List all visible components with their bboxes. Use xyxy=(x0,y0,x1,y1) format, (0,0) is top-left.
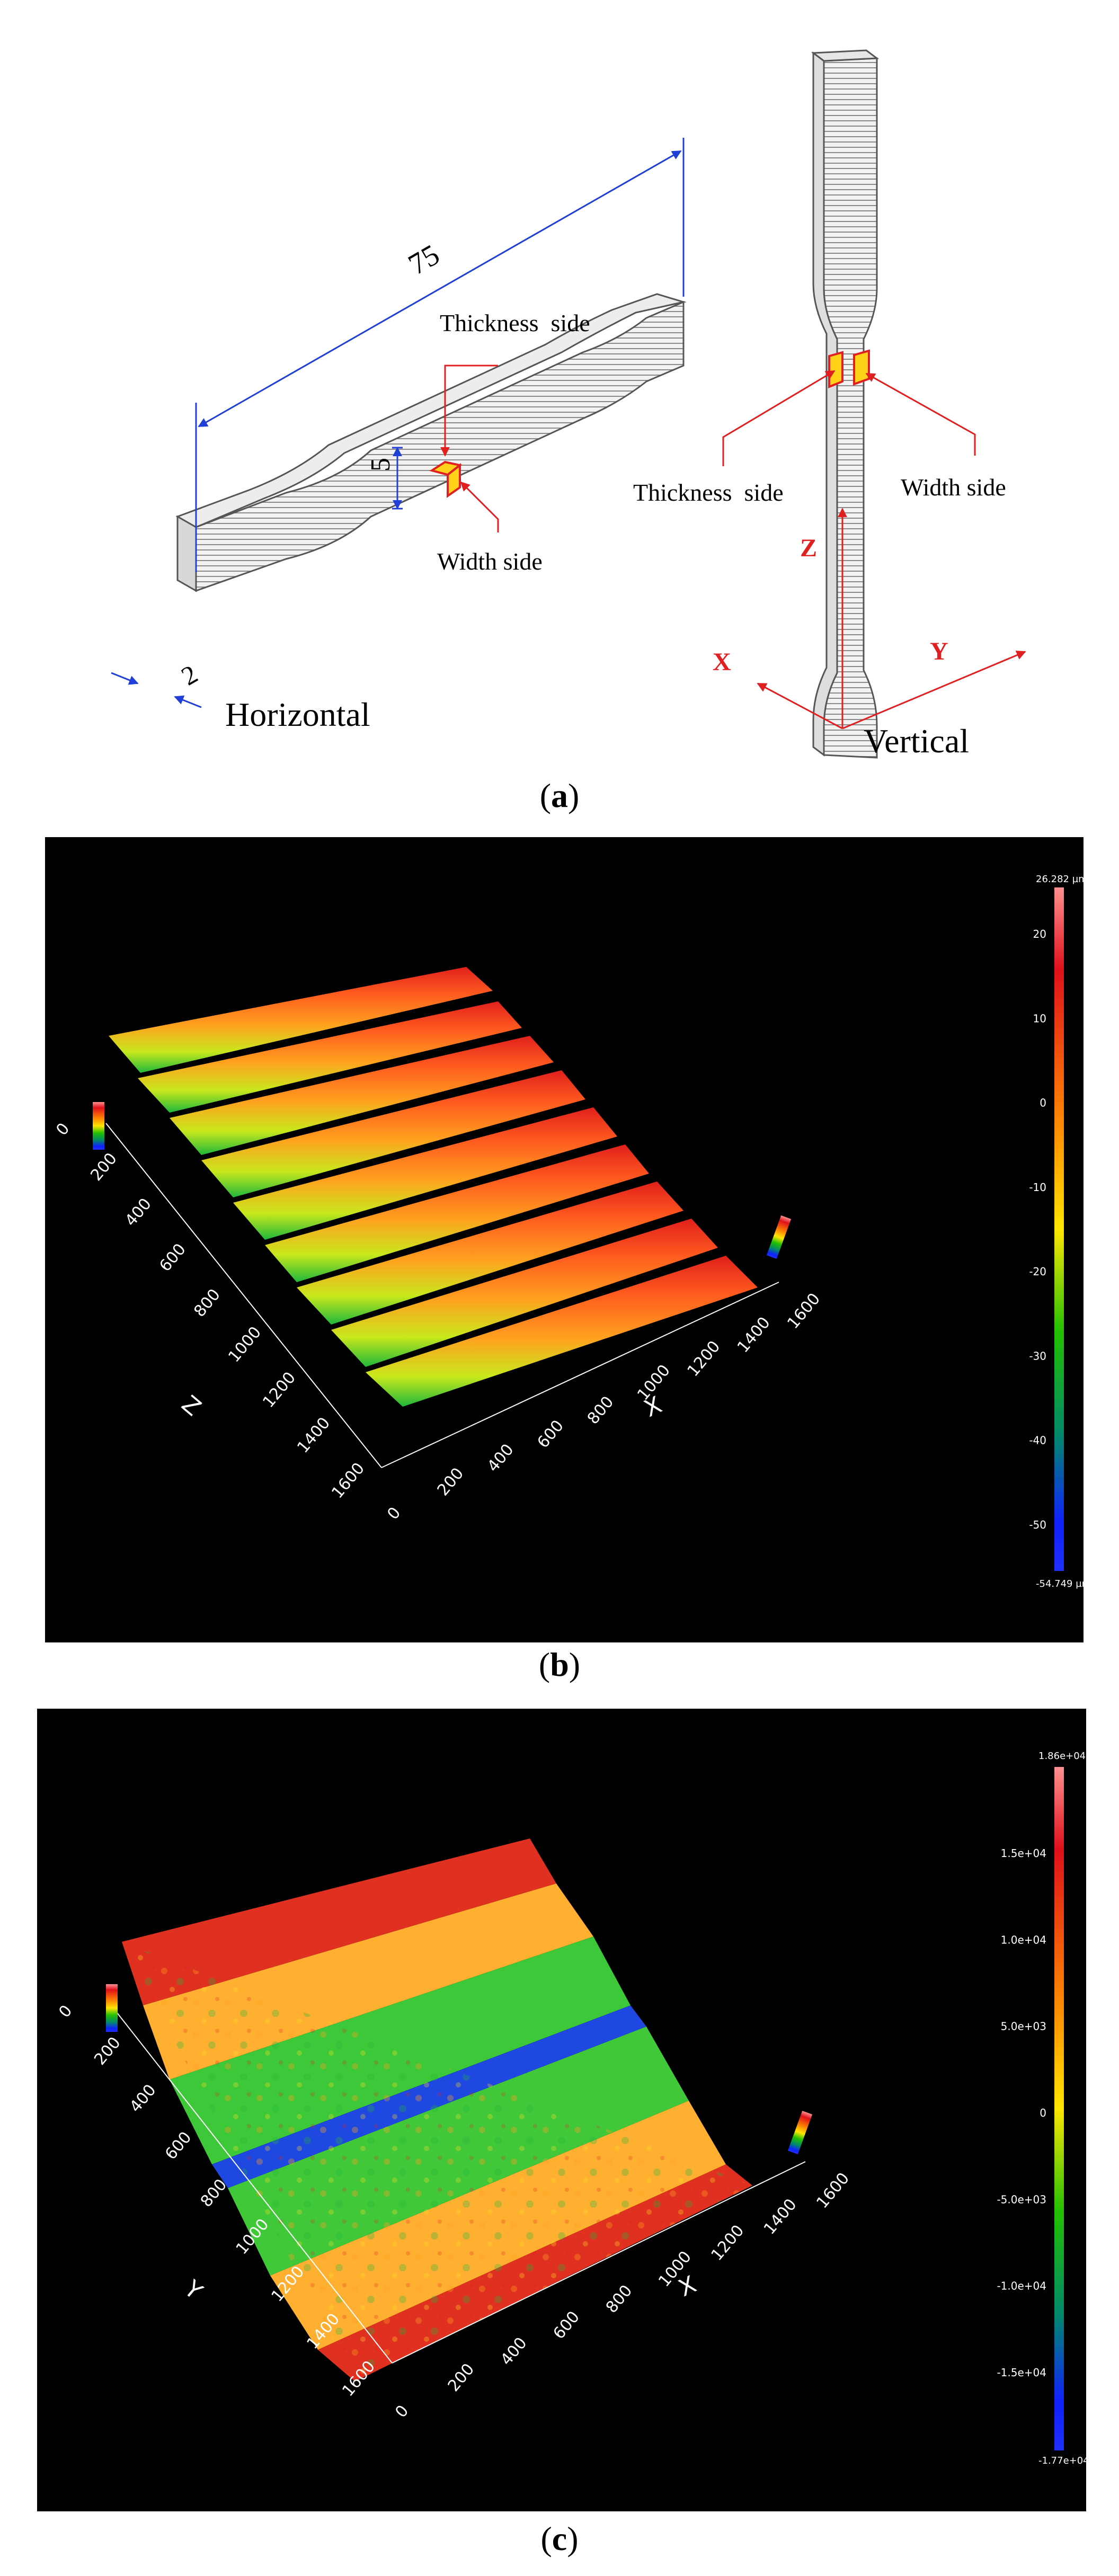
plot-c-scale-tick: 5.0e+03 xyxy=(1001,2020,1046,2033)
plot-b-scale-tick: -10 xyxy=(1029,1181,1046,1194)
plot-c-axes xyxy=(111,2005,806,2364)
plot-b-scale-tick: -50 xyxy=(1029,1518,1046,1531)
plot-c-scale-tick: -5.0e+03 xyxy=(997,2193,1046,2206)
plot-b-scale-tick: 20 xyxy=(1033,928,1046,940)
plot-c-scale-tick: 1.0e+04 xyxy=(1001,1933,1046,1946)
dim-height-label: 5 xyxy=(366,458,396,472)
axis-label-y: Y xyxy=(930,637,948,665)
figure-a-diagram: 75 5 2 Thickness side Width side Horizon… xyxy=(111,49,1026,760)
plot-b-ridges xyxy=(109,967,758,1407)
vertical-annotations xyxy=(722,370,1026,730)
plot-c-scale-ticks: 1.5e+04 1.0e+04 5.0e+03 0 -5.0e+03 -1.0e+04 -1… xyxy=(997,1847,1046,2379)
plot-c-scale-tick: 0 xyxy=(1040,2107,1046,2119)
plot-b-mini-bar-right xyxy=(766,1215,792,1259)
plot-c-scale-tick: 1.5e+04 xyxy=(1001,1847,1046,1860)
plot-b-scale-min: -54.749 µm xyxy=(1036,1578,1091,1589)
axis-label-z: Z xyxy=(800,534,817,562)
plot-c-mini-bar-right xyxy=(787,2110,813,2155)
plot-c-scale-max: 1.86e+04nm xyxy=(1038,1751,1101,1762)
plot-b-scale-ticks: 20 10 0 -10 -20 -30 -40 -50 xyxy=(1029,928,1046,1531)
dim-length-label: 75 xyxy=(403,238,445,282)
plot-b-mini-bar-left xyxy=(93,1102,104,1150)
label-width-side-v: Width side xyxy=(901,474,1006,501)
dim-thickness-label: 2 xyxy=(176,659,203,691)
plot-b-scale-tick: -30 xyxy=(1029,1349,1046,1362)
plot-b-scale-tick: -20 xyxy=(1029,1265,1046,1278)
caption-a-letter: a xyxy=(551,777,568,814)
label-thickness-side-v: Thickness side xyxy=(633,479,784,506)
plot-b-scale-tick: 10 xyxy=(1033,1012,1046,1025)
plot-c-mini-bar-left xyxy=(106,1984,118,2032)
plot-b-scale-tick: -40 xyxy=(1029,1434,1046,1447)
axis-label-x: X xyxy=(713,648,731,676)
label-horizontal: Horizontal xyxy=(225,696,370,733)
caption-c: (c) xyxy=(540,2520,579,2557)
plot-c-scale-tick: -1.5e+04 xyxy=(997,2366,1046,2379)
plot-c-color-scale xyxy=(1054,1767,1064,2450)
caption-c-letter: c xyxy=(552,2520,567,2557)
label-width-side-h: Width side xyxy=(437,548,543,575)
plot-c-surface xyxy=(122,1838,752,2382)
plot-b-color-scale xyxy=(1054,887,1064,1571)
label-vertical: Vertical xyxy=(864,722,969,760)
plot-b-axes xyxy=(105,1123,779,1468)
horizontal-annotations xyxy=(440,365,499,532)
caption-b-letter: b xyxy=(550,1646,569,1683)
horizontal-highlight xyxy=(429,460,463,498)
caption-b: (b) xyxy=(538,1646,581,1683)
plot-b-scale-tick: 0 xyxy=(1040,1097,1046,1109)
plot-c-scale-min: -1.77e+04nm xyxy=(1038,2455,1105,2466)
caption-a: (a) xyxy=(539,777,580,814)
plot-c-scale-tick: -1.0e+04 xyxy=(997,2280,1046,2293)
horizontal-specimen xyxy=(175,293,687,592)
label-thickness-side-h: Thickness side xyxy=(440,309,590,336)
plot-b-scale-max: 26.282 µm xyxy=(1036,874,1088,885)
vertical-specimen xyxy=(811,49,880,759)
dimension-lines xyxy=(111,138,685,708)
